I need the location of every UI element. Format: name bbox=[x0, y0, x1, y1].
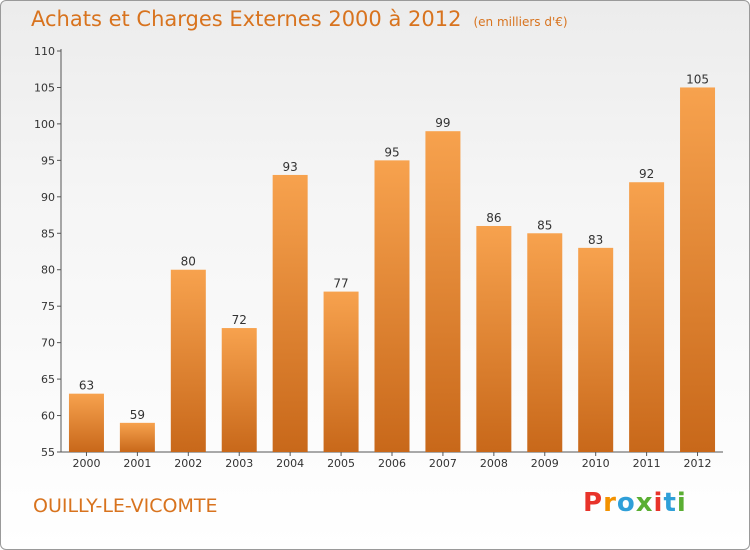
x-tick-label: 2006 bbox=[378, 457, 406, 470]
commune-name: OUILLY-LE-VICOMTE bbox=[33, 495, 218, 517]
y-tick-label: 110 bbox=[34, 45, 55, 58]
x-tick-label: 2004 bbox=[276, 457, 304, 470]
bar-2011 bbox=[629, 182, 665, 452]
bar-2008 bbox=[476, 225, 512, 452]
bar-2004 bbox=[272, 174, 308, 453]
logo-letter: o bbox=[616, 488, 636, 518]
bar-2005 bbox=[323, 291, 359, 452]
y-tick-label: 60 bbox=[41, 410, 55, 423]
y-tick-label: 70 bbox=[41, 337, 55, 350]
y-tick-label: 100 bbox=[34, 118, 55, 131]
bar-2009 bbox=[527, 233, 563, 452]
data-label-2009: 85 bbox=[537, 218, 552, 232]
logo-letter: t bbox=[663, 488, 677, 518]
data-label-2008: 86 bbox=[486, 211, 501, 225]
logo-letter: r bbox=[603, 488, 617, 518]
logo-letter: P bbox=[583, 488, 604, 518]
bar-2001 bbox=[119, 422, 155, 452]
bar-2000 bbox=[68, 393, 104, 452]
data-label-2001: 59 bbox=[130, 408, 145, 422]
y-tick-label: 65 bbox=[41, 373, 55, 386]
y-tick-label: 105 bbox=[34, 81, 55, 94]
data-label-2004: 93 bbox=[283, 160, 298, 174]
proxiti-logo[interactable]: Proxiti bbox=[583, 488, 687, 518]
data-label-2007: 99 bbox=[435, 116, 450, 130]
x-tick-label: 2008 bbox=[480, 457, 508, 470]
chart-title: Achats et Charges Externes 2000 à 2012 (e… bbox=[31, 7, 568, 31]
bar-2002 bbox=[170, 269, 206, 452]
data-label-2012: 105 bbox=[686, 72, 709, 86]
logo-letter: i bbox=[653, 488, 664, 518]
x-tick-label: 2007 bbox=[429, 457, 457, 470]
x-tick-label: 2002 bbox=[174, 457, 202, 470]
bar-2010 bbox=[578, 247, 614, 452]
data-label-2003: 72 bbox=[232, 313, 247, 327]
x-tick-label: 2011 bbox=[633, 457, 661, 470]
x-tick-label: 2001 bbox=[123, 457, 151, 470]
bar-2006 bbox=[374, 160, 410, 452]
data-label-2005: 77 bbox=[333, 277, 348, 291]
bar-2012 bbox=[680, 87, 716, 453]
y-tick-label: 90 bbox=[41, 191, 55, 204]
data-label-2002: 80 bbox=[181, 255, 196, 269]
data-label-2011: 92 bbox=[639, 167, 654, 181]
bar-2007 bbox=[425, 131, 461, 452]
y-tick-label: 75 bbox=[41, 300, 55, 313]
logo-letter: i bbox=[676, 488, 687, 518]
chart-axes: 55 60 65 70 75 80 85 90 95 100 105 110 2000 2001 2002 2… bbox=[34, 45, 723, 470]
chart-title-text: Achats et Charges Externes 2000 à 2012 bbox=[31, 7, 462, 31]
y-tick-label: 80 bbox=[41, 264, 55, 277]
logo-letter: x bbox=[635, 488, 654, 518]
x-tick-label: 2009 bbox=[531, 457, 559, 470]
data-label-2000: 63 bbox=[79, 379, 94, 393]
x-tick-label: 2012 bbox=[684, 457, 712, 470]
x-tick-label: 2010 bbox=[582, 457, 610, 470]
chart-data-labels: 63 59 80 72 93 77 95 99 86 85 83 92 105 bbox=[79, 72, 709, 421]
chart-unit-label: (en milliers d'€) bbox=[473, 15, 568, 29]
x-tick-label: 2003 bbox=[225, 457, 253, 470]
x-tick-label: 2000 bbox=[72, 457, 100, 470]
y-tick-label: 85 bbox=[41, 227, 55, 240]
y-tick-label: 55 bbox=[41, 446, 55, 459]
bar-2003 bbox=[221, 328, 257, 452]
chart-bars bbox=[68, 87, 716, 453]
data-label-2006: 95 bbox=[384, 145, 399, 159]
y-tick-label: 95 bbox=[41, 154, 55, 167]
data-label-2010: 83 bbox=[588, 233, 603, 247]
x-tick-label: 2005 bbox=[327, 457, 355, 470]
